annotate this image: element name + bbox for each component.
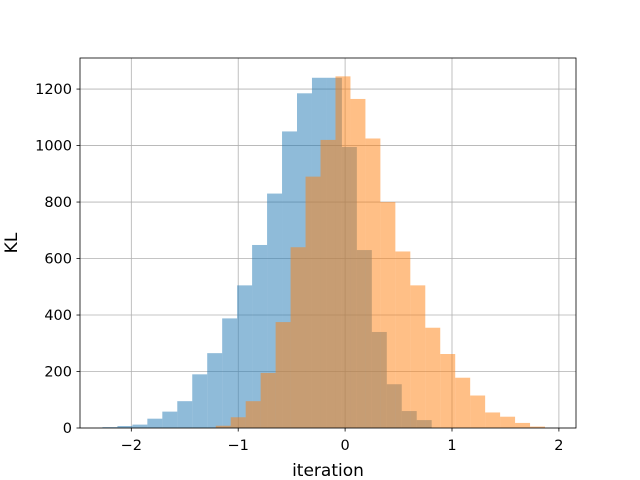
y-tick-label: 1000 <box>35 139 72 155</box>
histogram-bar <box>132 424 148 428</box>
histogram-bar <box>207 353 223 428</box>
histogram-bar <box>530 426 545 428</box>
axis-ticks: −2 −1 0 1 2 0 200 400 600 800 1000 1200 <box>35 82 563 454</box>
histogram-bar <box>455 377 471 428</box>
plot-frame <box>79 57 577 429</box>
histogram-bar <box>230 417 246 428</box>
histogram-bar <box>350 98 366 429</box>
histogram-bar <box>380 202 396 428</box>
histogram-bar <box>515 422 531 428</box>
x-tick-label: 0 <box>340 438 349 454</box>
histogram-bar <box>245 401 261 428</box>
histogram-bar <box>260 372 276 428</box>
histogram-bar <box>162 411 178 428</box>
histogram-bar <box>365 138 381 428</box>
y-tick-label: 1200 <box>35 82 72 98</box>
histogram-bar <box>335 76 351 429</box>
histogram-bar <box>215 425 231 428</box>
y-tick-label: 600 <box>44 252 72 268</box>
histogram-bar <box>290 247 306 428</box>
histogram-bar <box>275 322 291 428</box>
histogram-bar <box>440 354 456 428</box>
histogram-bar <box>410 285 426 428</box>
histogram-bar <box>395 251 411 428</box>
histogram-bars <box>102 76 545 429</box>
x-tick-label: −1 <box>228 438 249 454</box>
x-tick-label: 2 <box>554 438 563 454</box>
histogram-bar <box>117 426 133 428</box>
histogram-bar <box>500 416 516 428</box>
y-tick-label: 800 <box>44 195 72 211</box>
y-tick-label: 400 <box>44 308 72 324</box>
y-tick-label: 0 <box>63 421 72 437</box>
histogram-bar <box>320 139 336 429</box>
histogram-bar <box>485 412 501 428</box>
histogram-bar <box>222 318 238 428</box>
histogram-bar <box>177 401 193 428</box>
x-tick-label: −2 <box>121 438 142 454</box>
y-tick-label: 200 <box>44 365 72 381</box>
histogram-bar <box>425 327 441 428</box>
histogram-bar <box>305 176 321 428</box>
histogram-series-2 <box>215 76 545 429</box>
histogram-bar <box>237 285 253 428</box>
histogram-bar <box>102 427 118 428</box>
y-axis-label: KL <box>2 232 22 253</box>
histogram-bar <box>147 418 163 428</box>
histogram-bar <box>470 395 486 428</box>
x-tick-label: 1 <box>447 438 456 454</box>
x-axis-label: iteration <box>292 461 364 480</box>
histogram-bar <box>192 374 208 428</box>
